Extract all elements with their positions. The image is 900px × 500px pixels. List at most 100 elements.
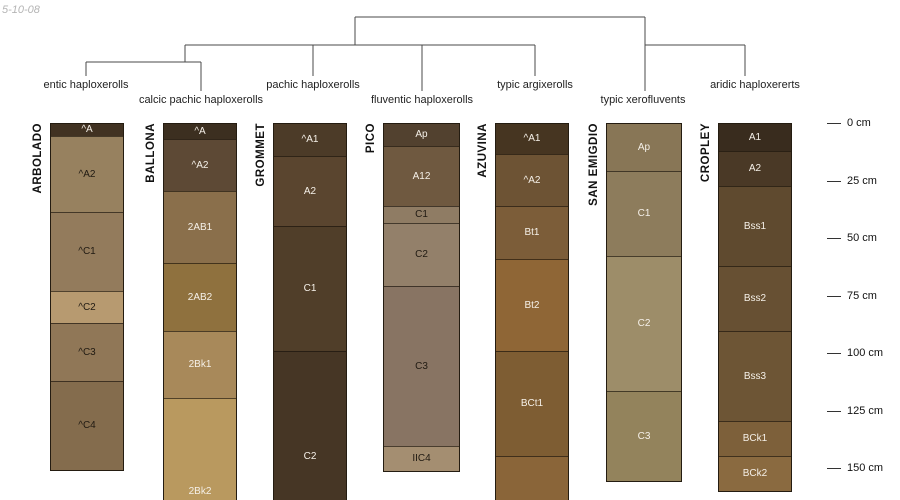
depth-tick-label: 0 cm [847,117,871,129]
soil-horizon: Bt1 [496,206,568,259]
horizon-label: C1 [303,283,317,294]
horizon-label: ^C1 [78,246,96,257]
horizon-label: C3 [637,430,651,442]
horizon-label: C2 [303,450,317,462]
depth-tick-label: 50 cm [847,232,877,244]
horizon-label: Bss2 [743,293,767,304]
soil-column: A1 A2 Bss1 Bss2 Bss3 BCk1 BCk2 [718,123,792,492]
horizon-label: ^A [81,124,93,135]
soil-horizon: ^C4 [51,381,123,470]
horizon-label: 2Bk2 [188,485,212,497]
soil-horizon: C2 [607,256,681,391]
taxonomy-label: typic argixerolls [497,79,573,91]
horizon-label: 2AB1 [187,221,213,233]
soil-column: Ap C1 C2 C3 [606,123,682,482]
column-name-label: CROPLEY [700,123,712,183]
soil-horizon: BCk1 [719,421,791,456]
soil-horizon: 2AB1 [164,191,236,263]
horizon-label: ^A2 [78,168,96,180]
depth-tick-label: 75 cm [847,290,877,302]
depth-tick [827,238,841,239]
soil-horizon: ^C3 [51,323,123,381]
horizon-label: C1 [637,208,651,219]
soil-horizon: ^C1 [51,212,123,291]
soil-horizon: Bss1 [719,186,791,266]
horizon-label: Bss1 [743,220,767,232]
soil-column: ^A ^A2 ^C1 ^C2 ^C3 ^C4 [50,123,124,471]
soil-horizon: Bss3 [719,331,791,421]
date-stamp: 5-10-08 [2,4,40,16]
horizon-label: ^A1 [523,133,541,144]
horizon-label: 2Bk1 [188,359,212,370]
depth-tick-label: 100 cm [847,347,884,359]
horizon-label: Bss3 [743,370,767,382]
horizon-label: Bt1 [524,227,540,238]
soil-horizon: C2 [274,351,346,500]
horizon-label: ^A1 [301,134,319,145]
horizon-label: BCt1 [520,398,544,409]
taxonomy-label: aridic haploxererts [710,79,800,91]
soil-horizon: BCt1 [496,351,568,456]
soil-horizon: ^A [51,124,123,136]
soil-horizon: A2 [719,151,791,186]
depth-tick [827,353,841,354]
depth-tick-label: 125 cm [847,405,884,417]
soil-column: ^A1 A2 C1 C2 [273,123,347,500]
horizon-label: IIC4 [412,453,431,464]
soil-horizon: 2AB2 [164,263,236,331]
column-name-label: BALLONA [145,123,157,183]
taxonomy-label: typic xerofluvents [600,94,686,106]
horizon-label: C2 [415,249,428,260]
soil-column: ^A ^A2 2AB1 2AB2 2Bk1 2Bk2 [163,123,237,500]
horizon-label: ^A2 [191,159,209,171]
horizon-label: BCk1 [742,433,768,444]
horizon-label: A12 [412,170,431,182]
soil-horizon: C2 [384,223,459,286]
depth-tick [827,468,841,469]
soil-horizon: ^A2 [164,139,236,191]
soil-horizon: ^A2 [51,136,123,212]
horizon-label: Bt2 [524,299,540,311]
horizon-label: Ap [637,141,651,153]
horizon-label: A1 [748,131,762,143]
taxonomy-label: entic haploxerolls [43,79,129,91]
horizon-label: ^A2 [523,174,541,186]
column-name-label: PICO [365,123,377,154]
soil-horizon: A12 [384,146,459,206]
soil-horizon: A1 [719,124,791,151]
soil-column: Ap A12 C1 C2 C3 IIC4 [383,123,460,472]
column-name-label: AZUVINA [477,123,489,178]
depth-tick [827,411,841,412]
column-name-label: GROMMET [255,123,267,187]
horizon-label: A2 [748,163,762,174]
soil-horizon: ^C2 [51,291,123,323]
horizon-label: 2AB2 [187,291,213,303]
soil-horizon: ^A2 [496,154,568,206]
soil-horizon: C1 [384,206,459,223]
depth-tick-label: 25 cm [847,175,877,187]
horizon-label: C3 [415,360,428,372]
horizon-label: ^C4 [78,420,96,431]
soil-horizon: 2Bk1 [164,331,236,398]
horizon-label: A2 [303,185,317,197]
horizon-label: ^C2 [78,301,96,313]
soil-horizon: Ap [384,124,459,146]
soil-horizon: Ap [607,124,681,171]
column-name-label: SAN EMIGDIO [588,123,600,206]
horizon-label: ^C3 [78,346,96,358]
soil-horizon: C1 [274,226,346,351]
soil-horizon [496,456,568,500]
soil-horizon: BCk2 [719,456,791,491]
soil-horizon: ^A1 [496,124,568,154]
soil-horizon: Bss2 [719,266,791,331]
soil-horizon: IIC4 [384,446,459,471]
soil-horizon: ^A [164,124,236,139]
soil-horizon: C3 [607,391,681,481]
soil-horizon: 2Bk2 [164,398,236,500]
taxonomy-label: fluventic haploxerolls [370,94,474,106]
depth-tick [827,296,841,297]
horizon-label: ^A [194,125,206,137]
depth-tick [827,181,841,182]
horizon-label: Ap [415,129,428,140]
